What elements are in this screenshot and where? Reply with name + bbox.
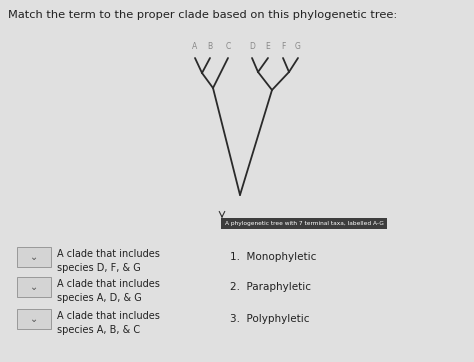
Text: B: B xyxy=(208,42,212,51)
Text: D: D xyxy=(249,42,255,51)
Text: A clade that includes
species A, D, & G: A clade that includes species A, D, & G xyxy=(57,279,160,303)
Text: A clade that includes
species A, B, & C: A clade that includes species A, B, & C xyxy=(57,311,160,335)
Text: G: G xyxy=(295,42,301,51)
FancyBboxPatch shape xyxy=(17,247,51,267)
FancyBboxPatch shape xyxy=(221,218,388,228)
Text: 3.  Polyphyletic: 3. Polyphyletic xyxy=(230,314,310,324)
Text: 2.  Paraphyletic: 2. Paraphyletic xyxy=(230,282,311,292)
Text: ⌄: ⌄ xyxy=(30,252,38,262)
FancyBboxPatch shape xyxy=(17,309,51,329)
Text: E: E xyxy=(265,42,270,51)
Text: ⌄: ⌄ xyxy=(30,314,38,324)
Text: C: C xyxy=(225,42,231,51)
Text: 1.  Monophyletic: 1. Monophyletic xyxy=(230,252,316,262)
Text: A phylogenetic tree with 7 terminal taxa, labelled A-G: A phylogenetic tree with 7 terminal taxa… xyxy=(225,220,384,226)
Text: ⌄: ⌄ xyxy=(30,282,38,292)
Text: F: F xyxy=(281,42,285,51)
Text: A: A xyxy=(192,42,198,51)
FancyBboxPatch shape xyxy=(17,277,51,297)
Text: A clade that includes
species D, F, & G: A clade that includes species D, F, & G xyxy=(57,249,160,273)
Text: Match the term to the proper clade based on this phylogenetic tree:: Match the term to the proper clade based… xyxy=(8,10,397,20)
